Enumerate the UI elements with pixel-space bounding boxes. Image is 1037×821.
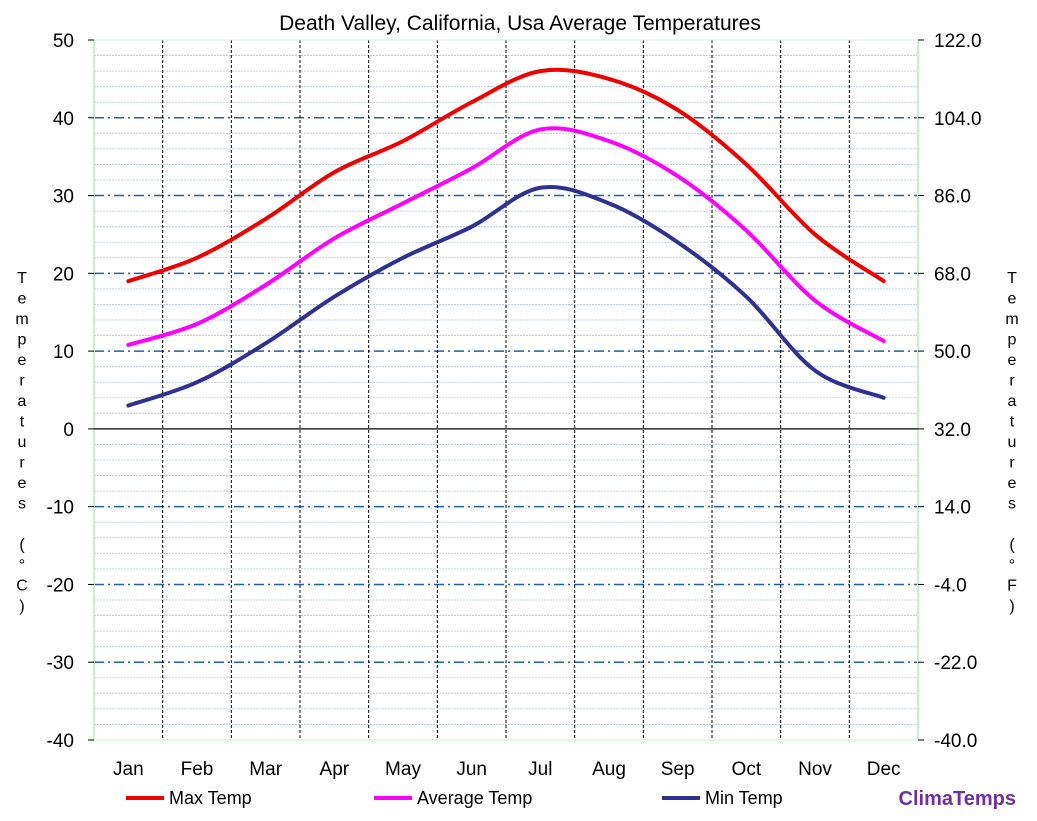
right-axis-title: Temperatures(°F) bbox=[1005, 270, 1018, 615]
max-temp-line bbox=[126, 67, 886, 284]
x-axis-ticks: Jan Feb Mar Apr May Jun Jul Aug Sep Oct Nov Dec bbox=[113, 759, 901, 780]
axis-title-char: r bbox=[1009, 455, 1015, 472]
axis-title-char: m bbox=[15, 311, 28, 328]
x-tick-label: Mar bbox=[249, 759, 282, 780]
axis-title-char: ( bbox=[19, 537, 25, 554]
axis-title-char: u bbox=[18, 434, 27, 451]
brand-logo: ClimaTemps bbox=[899, 788, 1016, 810]
left-tick-label: -30 bbox=[47, 653, 74, 674]
right-tick-label: 68.0 bbox=[934, 264, 971, 285]
right-tick-label: 14.0 bbox=[934, 498, 971, 519]
left-tick-label: 10 bbox=[53, 342, 74, 363]
left-tick-label: 40 bbox=[53, 109, 74, 130]
axis-title-char: ° bbox=[1009, 557, 1015, 574]
right-tick-label: -40.0 bbox=[934, 731, 977, 752]
left-tick-label: 0 bbox=[63, 420, 74, 441]
x-tick-label: Jun bbox=[456, 759, 487, 780]
right-tick-label: -22.0 bbox=[934, 653, 977, 674]
average-temp-line bbox=[126, 126, 886, 347]
right-tick-label: 32.0 bbox=[934, 420, 971, 441]
right-tick-label: 50.0 bbox=[934, 342, 971, 363]
axis-title-char: T bbox=[1007, 270, 1017, 287]
axis-title-char: F bbox=[1007, 578, 1017, 595]
axis-title-char: ( bbox=[1009, 537, 1015, 554]
axis-title-char: s bbox=[1008, 496, 1016, 513]
axis-title-char: e bbox=[1008, 352, 1017, 369]
x-tick-label: Sep bbox=[661, 759, 695, 780]
legend: Max Temp Average Temp Min Temp bbox=[126, 788, 783, 808]
axis-title-char: ) bbox=[1009, 598, 1014, 615]
right-tick-label: 122.0 bbox=[934, 31, 982, 52]
axis-title-char: e bbox=[18, 291, 27, 308]
axis-title-char: r bbox=[1009, 373, 1015, 390]
axis-title-char: s bbox=[18, 496, 26, 513]
axis-title-char: t bbox=[1010, 414, 1015, 431]
axis-title-char: r bbox=[19, 373, 25, 390]
x-tick-label: Aug bbox=[592, 759, 626, 780]
left-tick-label: 30 bbox=[53, 187, 74, 208]
x-tick-label: May bbox=[385, 759, 421, 780]
left-tick-label: 20 bbox=[53, 264, 74, 285]
chart-title: Death Valley, California, Usa Average Te… bbox=[279, 12, 761, 35]
legend-label: Min Temp bbox=[705, 788, 783, 808]
left-tick-label: 50 bbox=[53, 31, 74, 52]
axis-title-char: e bbox=[1008, 475, 1017, 492]
axis-title-char: m bbox=[1005, 311, 1018, 328]
axis-title-char: T bbox=[17, 270, 27, 287]
axis-title-char: e bbox=[1008, 291, 1017, 308]
legend-label: Max Temp bbox=[169, 788, 252, 808]
axis-title-char: p bbox=[1008, 332, 1017, 349]
left-axis-ticks: 50 40 30 20 10 0 -10 -20 -30 -40 bbox=[47, 31, 94, 752]
series-lines bbox=[126, 67, 886, 408]
right-tick-label: 104.0 bbox=[934, 109, 982, 130]
left-tick-label: -40 bbox=[47, 731, 74, 752]
axis-title-char: ) bbox=[19, 598, 24, 615]
right-tick-label: 86.0 bbox=[934, 187, 971, 208]
legend-label: Average Temp bbox=[417, 788, 532, 808]
x-tick-label: Nov bbox=[798, 759, 832, 780]
left-axis-title: Temperatures(°C) bbox=[15, 270, 28, 615]
axis-title-char: u bbox=[1008, 434, 1017, 451]
x-tick-label: Dec bbox=[867, 759, 901, 780]
x-tick-label: Oct bbox=[732, 759, 762, 780]
axis-title-char: e bbox=[18, 352, 27, 369]
axis-title-char: a bbox=[18, 393, 27, 410]
right-axis-ticks: 122.0 104.0 86.0 68.0 50.0 32.0 14.0 -4.0 -22.0 -… bbox=[918, 31, 982, 752]
x-tick-label: Apr bbox=[320, 759, 350, 780]
grid bbox=[94, 40, 918, 740]
axis-title-char: p bbox=[18, 332, 27, 349]
axis-title-char: t bbox=[20, 414, 25, 431]
axis-title-char: C bbox=[16, 578, 28, 595]
x-tick-label: Jul bbox=[528, 759, 552, 780]
left-tick-label: -20 bbox=[47, 575, 74, 596]
axis-title-char: e bbox=[18, 475, 27, 492]
axes bbox=[93, 39, 919, 741]
right-tick-label: -4.0 bbox=[934, 575, 967, 596]
axis-title-char: ° bbox=[19, 557, 25, 574]
x-tick-label: Jan bbox=[113, 759, 144, 780]
axis-title-char: r bbox=[19, 455, 25, 472]
min-temp-line bbox=[126, 184, 886, 408]
left-tick-label: -10 bbox=[47, 498, 74, 519]
axis-title-char: a bbox=[1008, 393, 1017, 410]
x-tick-label: Feb bbox=[181, 759, 214, 780]
